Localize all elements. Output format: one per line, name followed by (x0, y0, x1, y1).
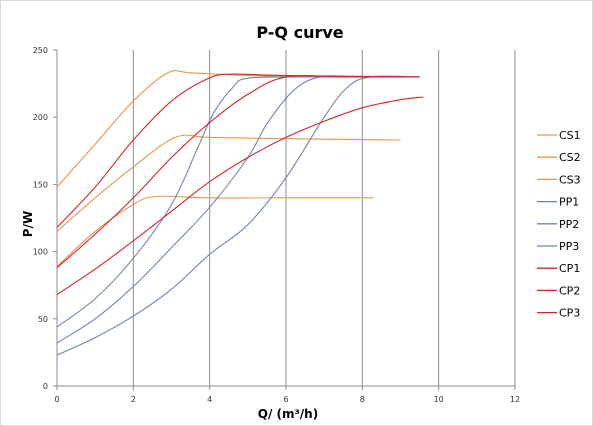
legend-label-cp1: CP1 (559, 262, 580, 275)
y-tick-label: 250 (33, 46, 48, 55)
legend: CS1 CS2 CS3 PP1 PP2 PP3 CP1 CP2 CP3 (537, 129, 581, 320)
series-line-cp3 (56, 96, 424, 296)
legend-label-pp2: PP2 (559, 218, 579, 231)
y-tick-label: 200 (33, 113, 48, 122)
grid-lines (132, 50, 516, 386)
series-line-pp3 (56, 75, 420, 356)
chart-title: P-Q curve (256, 23, 343, 42)
y-tick-label: 0 (43, 382, 48, 391)
legend-label-cp2: CP2 (559, 284, 580, 297)
y-tick-label: 150 (33, 180, 48, 189)
legend-label-cs3: CS3 (559, 173, 581, 186)
x-tick-label: 4 (207, 395, 212, 404)
tick-labels: 0 50 100 150 200 250 0 2 4 6 8 10 12 (33, 46, 520, 404)
axes (53, 49, 516, 390)
x-tick-label: 0 (54, 395, 59, 404)
x-tick-label: 8 (360, 395, 365, 404)
legend-label-cp3: CP3 (559, 307, 580, 320)
y-tick-label: 100 (33, 248, 48, 257)
legend-label-pp3: PP3 (559, 240, 579, 253)
legend-label-cs2: CS2 (559, 151, 581, 164)
series-line-cp2 (56, 75, 420, 269)
x-tick-label: 10 (434, 395, 444, 404)
x-tick-label: 6 (283, 395, 288, 404)
series-lines (56, 70, 424, 356)
legend-label-pp1: PP1 (559, 196, 579, 209)
legend-label-cs1: CS1 (559, 129, 581, 142)
x-axis-label: Q/ (m³/h) (258, 407, 318, 421)
series-line-cs3 (56, 195, 374, 267)
series-line-cs2 (56, 134, 401, 232)
x-tick-label: 2 (131, 395, 136, 404)
x-tick-label: 12 (510, 395, 520, 404)
y-axis-label: P/W (21, 211, 35, 237)
y-tick-label: 50 (38, 315, 48, 324)
series-line-cp1 (56, 73, 420, 228)
